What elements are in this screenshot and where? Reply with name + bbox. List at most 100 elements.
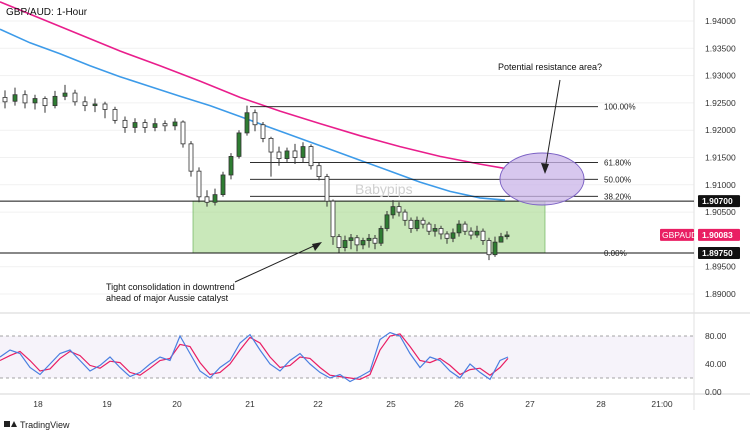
price-tick-label: 1.90500 <box>705 207 736 217</box>
price-tag-box <box>698 228 740 241</box>
price-tags: 1.90700 GBPAUD 1.90083 1.89750 <box>660 195 740 260</box>
tradingview-logo: TradingView <box>4 420 70 430</box>
candle-bullish <box>348 237 354 241</box>
stochastic-k-line <box>0 331 509 383</box>
candle-bullish <box>32 98 38 104</box>
candle-bearish <box>420 219 426 225</box>
candle-bullish <box>236 132 242 157</box>
candle-bullish <box>12 94 18 102</box>
price-tick-label: 1.93500 <box>705 43 736 53</box>
price-tick-label: 1.94000 <box>705 16 736 26</box>
time-tick-label: 26 <box>454 399 464 409</box>
chart-title: GBP/AUD: 1-Hour <box>6 7 88 18</box>
candle-bearish <box>292 150 298 158</box>
stochastic-band <box>0 336 694 378</box>
candle-bullish <box>212 194 218 203</box>
tradingview-brand-text: TradingView <box>20 420 70 430</box>
candle-bearish <box>372 237 378 244</box>
annotation-consolidation-line: ahead of major Aussie catalyst <box>106 293 229 303</box>
candle-bearish <box>462 223 468 232</box>
time-tick-label: 19 <box>102 399 112 409</box>
stochastic-tick-label: 0.00 <box>705 387 722 397</box>
price-tag-value: 1.90083 <box>702 230 733 240</box>
candle-bearish <box>188 143 194 172</box>
price-tag-box <box>698 247 740 260</box>
price-tag-value: 1.89750 <box>702 248 733 258</box>
candle-bullish <box>220 174 226 196</box>
stochastic-tick-label: 80.00 <box>705 331 727 341</box>
candle-bearish <box>252 112 258 126</box>
candle-bearish <box>260 124 266 139</box>
candle-bearish <box>438 228 444 235</box>
candle-bearish <box>402 211 408 221</box>
price-tag-box <box>698 195 740 208</box>
time-tick-label: 25 <box>386 399 396 409</box>
tradingview-logo-shape <box>11 421 17 427</box>
fib-level-label: 0.00% <box>604 249 627 258</box>
time-tick-label: 21:00 <box>651 399 673 409</box>
candle-bullish <box>342 240 348 248</box>
fib-level-label: 38.20% <box>604 192 631 201</box>
candle-bearish <box>22 94 28 104</box>
candle-bullish <box>152 123 158 128</box>
candle-bearish <box>480 230 486 241</box>
annotation-resistance: Potential resistance area? <box>498 62 602 72</box>
candle-bearish <box>316 165 322 178</box>
time-axis[interactable]: 18 19 20 21 22 25 26 27 28 21:00 <box>33 399 673 409</box>
resistance-area-ellipse <box>499 152 585 206</box>
moving-average-slow <box>0 1 506 170</box>
candle-bearish <box>162 123 168 127</box>
stochastic-pane: 80.00 40.00 0.00 <box>0 331 727 397</box>
candle-bullish <box>172 121 178 127</box>
candle-bullish <box>300 146 306 158</box>
candle-bearish <box>102 103 108 110</box>
candle-bullish <box>498 236 504 243</box>
candle-bearish <box>396 206 402 213</box>
candle-bearish <box>2 97 8 103</box>
candle-bullish <box>450 232 456 239</box>
candle-bearish <box>486 240 492 256</box>
fib-level-label: 50.00% <box>604 175 631 184</box>
candle-bullish <box>228 156 234 176</box>
time-tick-label: 18 <box>33 399 43 409</box>
annotation-consolidation-arrowhead <box>312 242 322 251</box>
time-tick-label: 21 <box>245 399 255 409</box>
fib-level-label: 61.80% <box>604 158 631 167</box>
candle-bearish <box>324 176 330 202</box>
candle-bearish <box>112 109 118 121</box>
candle-bullish <box>62 92 68 97</box>
annotation-consolidation-arrow <box>234 243 319 283</box>
candle-bullish <box>432 228 438 232</box>
time-tick-label: 22 <box>313 399 323 409</box>
candle-bearish <box>444 233 450 239</box>
candle-bearish <box>408 219 414 229</box>
price-axis[interactable]: 1.94000 1.93500 1.93000 1.92500 1.92000 1.915… <box>705 16 736 299</box>
price-tick-label: 1.89000 <box>705 289 736 299</box>
fib-level-label: 100.00% <box>604 103 636 112</box>
candle-bearish <box>72 92 78 103</box>
tradingview-logo-icon <box>4 421 10 427</box>
annotation-consolidation-line: Tight consolidation in downtrend <box>106 282 235 292</box>
price-tick-label: 1.91500 <box>705 153 736 163</box>
price-tick-label: 1.92500 <box>705 98 736 108</box>
price-tick-label: 1.91000 <box>705 180 736 190</box>
annotation-resistance-arrow <box>544 79 561 171</box>
candle-bearish <box>354 237 360 246</box>
candle-bullish <box>378 228 384 244</box>
candle-bearish <box>468 230 474 236</box>
annotation-consolidation: Tight consolidation in downtrend ahead of… <box>106 282 235 303</box>
price-tag-value: 1.90700 <box>702 196 733 206</box>
price-tick-label: 1.89500 <box>705 262 736 272</box>
time-tick-label: 20 <box>172 399 182 409</box>
candle-bearish <box>196 170 202 198</box>
candle-bearish <box>122 119 128 128</box>
candle-bearish <box>204 196 210 203</box>
candle-bearish <box>308 146 314 167</box>
candle-bullish <box>414 219 420 229</box>
candle-bearish <box>42 98 48 107</box>
time-tick-label: 27 <box>525 399 535 409</box>
candle-bullish <box>244 112 250 134</box>
candle-bearish <box>336 236 342 248</box>
candle-bullish <box>132 122 138 128</box>
